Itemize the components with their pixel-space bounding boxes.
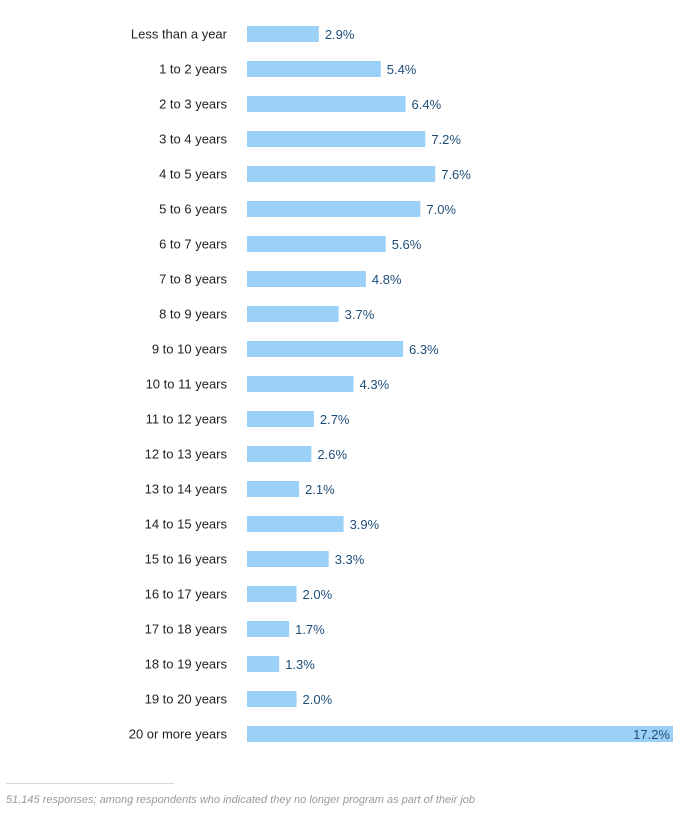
footnote-divider bbox=[6, 783, 174, 784]
category-label: 9 to 10 years bbox=[152, 342, 228, 357]
bar-row: 18 to 19 years 1.3% bbox=[145, 656, 315, 672]
bar bbox=[247, 691, 297, 707]
bar-row: 2 to 3 years 6.4% bbox=[159, 96, 442, 112]
category-label: 15 to 16 years bbox=[145, 552, 228, 567]
category-label: 7 to 8 years bbox=[159, 272, 227, 287]
value-label: 2.7% bbox=[320, 412, 350, 427]
bar-row: 15 to 16 years 3.3% bbox=[145, 551, 365, 567]
bar bbox=[247, 411, 314, 427]
bar bbox=[247, 26, 319, 42]
bar bbox=[247, 551, 329, 567]
bar bbox=[247, 446, 312, 462]
bar bbox=[247, 341, 404, 357]
bar-row: 11 to 12 years 2.7% bbox=[146, 411, 350, 427]
bar-row: 10 to 11 years 4.3% bbox=[146, 376, 390, 392]
bar bbox=[247, 656, 280, 672]
bar bbox=[247, 516, 344, 532]
bar bbox=[247, 61, 381, 77]
category-label: 1 to 2 years bbox=[159, 62, 227, 77]
category-label: 12 to 13 years bbox=[145, 447, 228, 462]
bar bbox=[247, 271, 366, 287]
bar bbox=[247, 376, 354, 392]
value-label: 6.3% bbox=[409, 342, 439, 357]
bar-row: 8 to 9 years 3.7% bbox=[159, 306, 375, 322]
bar bbox=[247, 726, 673, 742]
bar bbox=[247, 166, 436, 182]
bar-row: 9 to 10 years 6.3% bbox=[152, 341, 439, 357]
bar bbox=[247, 306, 339, 322]
category-label: 11 to 12 years bbox=[146, 412, 228, 427]
category-label: 13 to 14 years bbox=[145, 482, 228, 497]
bar-row: 17 to 18 years 1.7% bbox=[145, 621, 325, 637]
bar-row: 1 to 2 years 5.4% bbox=[159, 61, 417, 77]
category-label: 20 or more years bbox=[129, 727, 228, 742]
bar-row: 14 to 15 years 3.9% bbox=[145, 516, 380, 532]
bar-row: 13 to 14 years 2.1% bbox=[145, 481, 335, 497]
bar bbox=[247, 201, 421, 217]
value-label: 4.3% bbox=[360, 377, 390, 392]
category-label: Less than a year bbox=[131, 27, 228, 42]
bar bbox=[247, 131, 426, 147]
category-label: 4 to 5 years bbox=[159, 167, 227, 182]
value-label: 2.0% bbox=[303, 692, 333, 707]
bar bbox=[247, 586, 297, 602]
bar-row: 19 to 20 years 2.0% bbox=[145, 691, 333, 707]
category-label: 2 to 3 years bbox=[159, 97, 227, 112]
value-label: 3.7% bbox=[345, 307, 375, 322]
value-label: 1.3% bbox=[285, 657, 315, 672]
category-label: 16 to 17 years bbox=[145, 587, 228, 602]
category-label: 5 to 6 years bbox=[159, 202, 227, 217]
category-label: 8 to 9 years bbox=[159, 307, 227, 322]
bar-row: 16 to 17 years 2.0% bbox=[145, 586, 333, 602]
bar-chart: Less than a year 2.9% 1 to 2 years 5.4% 2 to… bbox=[129, 26, 673, 742]
bar-row: Less than a year 2.9% bbox=[131, 26, 355, 42]
bar bbox=[247, 621, 290, 637]
category-label: 6 to 7 years bbox=[159, 237, 227, 252]
category-label: 14 to 15 years bbox=[145, 517, 228, 532]
bar-row: 7 to 8 years 4.8% bbox=[159, 271, 402, 287]
value-label: 2.9% bbox=[325, 27, 355, 42]
value-label: 2.1% bbox=[305, 482, 335, 497]
value-label: 7.2% bbox=[431, 132, 461, 147]
value-label: 2.6% bbox=[317, 447, 347, 462]
value-label: 4.8% bbox=[372, 272, 402, 287]
category-label: 3 to 4 years bbox=[159, 132, 227, 147]
bar-row: 6 to 7 years 5.6% bbox=[159, 236, 422, 252]
bar bbox=[247, 236, 386, 252]
value-label: 7.6% bbox=[441, 167, 471, 182]
bar-row: 3 to 4 years 7.2% bbox=[159, 131, 461, 147]
value-label: 3.3% bbox=[335, 552, 365, 567]
category-label: 10 to 11 years bbox=[146, 377, 228, 392]
category-label: 19 to 20 years bbox=[145, 692, 228, 707]
bar-row: 4 to 5 years 7.6% bbox=[159, 166, 471, 182]
value-label: 5.4% bbox=[387, 62, 417, 77]
value-label: 7.0% bbox=[426, 202, 456, 217]
bar bbox=[247, 96, 406, 112]
category-label: 18 to 19 years bbox=[145, 657, 228, 672]
footnote: 51,145 responses; among respondents who … bbox=[6, 794, 476, 806]
value-label: 5.6% bbox=[392, 237, 422, 252]
value-label: 17.2% bbox=[633, 727, 670, 742]
value-label: 6.4% bbox=[412, 97, 442, 112]
value-label: 2.0% bbox=[303, 587, 333, 602]
category-label: 17 to 18 years bbox=[145, 622, 228, 637]
bar-row: 5 to 6 years 7.0% bbox=[159, 201, 456, 217]
value-label: 1.7% bbox=[295, 622, 325, 637]
bar-row: 20 or more years 17.2% bbox=[129, 726, 673, 742]
bar-row: 12 to 13 years 2.6% bbox=[145, 446, 347, 462]
bar bbox=[247, 481, 300, 497]
value-label: 3.9% bbox=[350, 517, 380, 532]
